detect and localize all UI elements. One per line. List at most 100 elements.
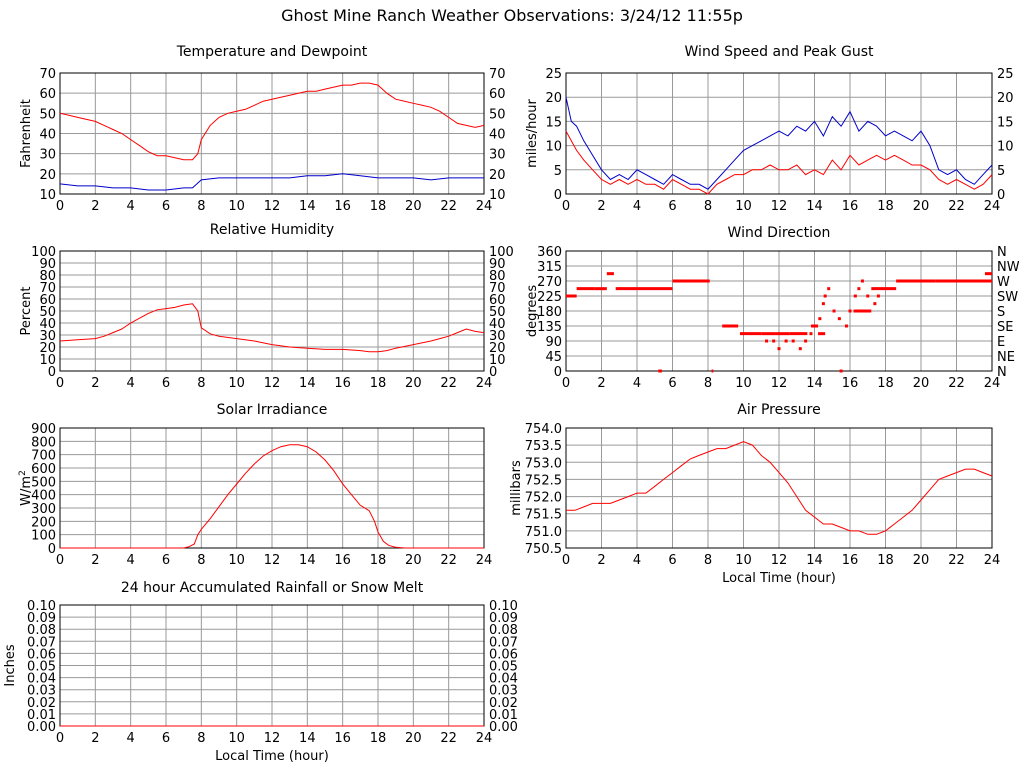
- y-tick-label: 0.06: [27, 647, 56, 662]
- y-axis-label: Fahrenheit: [19, 99, 34, 168]
- x-tick-label: 0: [56, 376, 64, 391]
- x-tick-label: 14: [299, 553, 316, 568]
- x-tick-label: 14: [299, 199, 316, 214]
- direction-point: [848, 309, 852, 313]
- direction-label: NW: [997, 260, 1020, 275]
- y-axis-label: miles/hour: [525, 98, 540, 167]
- y-tick-label-right: 0.09: [489, 611, 518, 626]
- x-tick-label: 22: [948, 376, 965, 391]
- y-tick-label: 0.03: [27, 684, 56, 699]
- y-tick-label: 30: [39, 329, 56, 344]
- x-tick-label: 14: [299, 731, 316, 746]
- y-tick-label: 0.00: [27, 720, 56, 735]
- y-axis-label: Percent: [19, 287, 34, 336]
- x-tick-label: 8: [197, 731, 205, 746]
- x-tick-label: 22: [948, 199, 965, 214]
- y-tick-label: 300: [31, 502, 56, 517]
- y-axis-label: Inches: [3, 644, 18, 686]
- y-tick-label-right: 15: [997, 115, 1014, 130]
- x-tick-label: 6: [162, 376, 170, 391]
- series-line-0: [565, 97, 993, 190]
- y-axis-label: W/m2: [18, 470, 34, 506]
- x-tick-label: 2: [91, 553, 99, 568]
- y-tick-label: 50: [39, 305, 56, 320]
- x-tick-label: 2: [597, 199, 605, 214]
- direction-point: [823, 294, 827, 298]
- x-tick-label: 12: [771, 376, 788, 391]
- x-tick-label: 24: [476, 376, 493, 391]
- y-tick-label: 90: [545, 335, 562, 350]
- y-tick-label-right: 0.07: [489, 635, 518, 650]
- y-tick-label: 60: [39, 87, 56, 102]
- x-tick-label: 10: [735, 553, 752, 568]
- x-tick-label: 2: [91, 731, 99, 746]
- y-tick-label: 100: [31, 529, 56, 544]
- x-tick-label: 14: [806, 376, 823, 391]
- y-tick-label: 0.04: [27, 672, 56, 687]
- x-tick-label: 18: [370, 731, 387, 746]
- x-tick-label: 4: [633, 553, 641, 568]
- x-tick-label: 4: [633, 376, 641, 391]
- y-tick-label: 752.0: [525, 491, 562, 506]
- x-tick-label: 24: [476, 731, 493, 746]
- x-tick-label: 2: [597, 376, 605, 391]
- x-tick-label: 0: [56, 199, 64, 214]
- y-tick-label: 70: [39, 67, 56, 82]
- x-tick-label: 10: [228, 376, 245, 391]
- plot-frame: [59, 427, 485, 549]
- x-tick-label: 22: [948, 553, 965, 568]
- y-tick-label-right: 0.01: [489, 708, 518, 723]
- y-tick-label: 80: [39, 269, 56, 284]
- x-tick-label: 10: [228, 553, 245, 568]
- y-tick-label: 100: [31, 245, 56, 260]
- y-axis-label: millibars: [509, 460, 524, 516]
- y-tick-label: 360: [537, 245, 562, 260]
- y-tick-label: 500: [31, 475, 56, 490]
- x-tick-label: 0: [56, 553, 64, 568]
- y-tick-label-right: 90: [489, 257, 506, 272]
- direction-point: [791, 339, 795, 343]
- x-tick-label: 16: [334, 199, 351, 214]
- x-axis-label: Local Time (hour): [722, 571, 836, 586]
- y-tick-label: 752.5: [525, 473, 562, 488]
- x-tick-label: 6: [668, 376, 676, 391]
- y-tick-label: 20: [39, 168, 56, 183]
- plot-frame: [565, 250, 993, 372]
- y-tick-label: 90: [39, 257, 56, 272]
- x-tick-label: 4: [633, 199, 641, 214]
- series-line-1: [565, 130, 993, 195]
- y-tick-label: 750.5: [525, 542, 562, 557]
- y-tick-label-right: 40: [489, 317, 506, 332]
- y-tick-label: 600: [31, 462, 56, 477]
- chart-title: Wind Direction: [727, 225, 831, 241]
- y-tick-label: 753.0: [525, 456, 562, 471]
- y-tick-label: 10: [39, 188, 56, 203]
- direction-point: [873, 302, 877, 306]
- y-tick-label: 180: [537, 305, 562, 320]
- y-tick-label: 0.05: [27, 660, 56, 675]
- x-tick-label: 16: [842, 553, 859, 568]
- direction-label: W: [997, 275, 1010, 290]
- x-tick-label: 10: [228, 199, 245, 214]
- y-tick-label-right: 40: [489, 128, 506, 143]
- direction-point: [837, 317, 841, 321]
- x-tick-label: 14: [806, 553, 823, 568]
- x-tick-label: 8: [197, 199, 205, 214]
- direction-point: [860, 279, 864, 283]
- y-tick-label-right: 0.10: [489, 599, 518, 614]
- direction-label: SW: [997, 290, 1018, 305]
- y-tick-label-right: 0: [997, 188, 1005, 203]
- y-tick-label: 754.0: [525, 422, 562, 437]
- x-tick-label: 6: [162, 731, 170, 746]
- direction-point: [866, 294, 870, 298]
- x-tick-label: 8: [197, 553, 205, 568]
- y-tick-label-right: 10: [997, 140, 1014, 155]
- x-tick-label: 20: [405, 731, 422, 746]
- x-tick-label: 8: [704, 199, 712, 214]
- direction-point: [809, 332, 813, 336]
- x-tick-label: 4: [127, 731, 135, 746]
- x-tick-label: 2: [91, 199, 99, 214]
- y-tick-label: 753.5: [525, 439, 562, 454]
